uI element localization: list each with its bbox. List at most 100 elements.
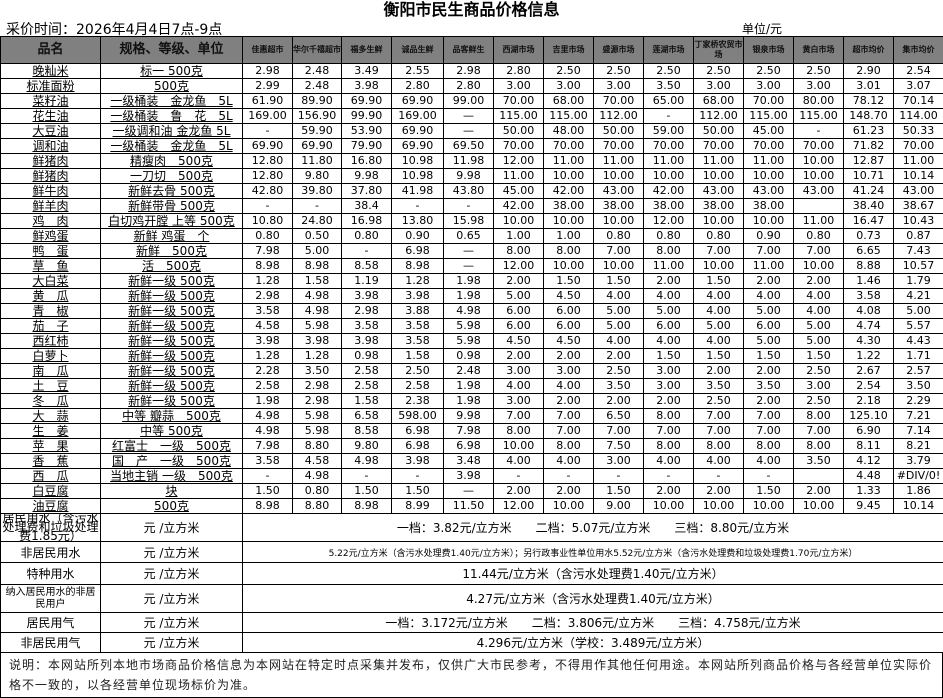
price-cell: 3.00	[494, 394, 544, 409]
price-cell: 8.00	[644, 439, 694, 454]
price-cell: 10.98	[392, 169, 444, 184]
price-cell: 10.00	[794, 259, 844, 274]
header-market: 诚品生鲜	[392, 37, 444, 64]
price-cell: 38.00	[744, 199, 794, 214]
price-cell: 115.00	[794, 109, 844, 124]
product-spec: 新鲜 500克	[101, 244, 243, 259]
price-cell: 1.71	[894, 349, 943, 364]
price-cell: 2.48	[444, 364, 494, 379]
price-cell: 4.00	[694, 454, 744, 469]
price-cell: 4.30	[844, 334, 894, 349]
header-market: 西湖市场	[494, 37, 544, 64]
product-name: 鸭 蛋	[1, 244, 101, 259]
table-row: 西 瓜当地主销 一级 500克-4.98--3.98------4.48#DIV…	[1, 469, 943, 484]
price-cell: 38.00	[694, 199, 744, 214]
utility-price: 4.27元/立方米（含污水处理费1.40元/立方米）	[243, 585, 943, 613]
product-spec: 一级桶装 金龙鱼 5L	[101, 94, 243, 109]
price-cell: 156.90	[293, 109, 342, 124]
collect-time: 采价时间：2026年4月4日7点-9点	[6, 19, 222, 39]
price-cell: 1.98	[444, 274, 494, 289]
product-spec: 新鲜一级 500克	[101, 394, 243, 409]
price-cell: 0.80	[694, 229, 744, 244]
price-cell: 2.50	[644, 64, 694, 79]
price-cell: 7.00	[544, 409, 594, 424]
price-cell: 3.98	[342, 79, 392, 94]
price-cell: -	[243, 199, 293, 214]
price-cell: 112.00	[694, 109, 744, 124]
price-cell: 70.00	[894, 139, 943, 154]
utility-name: 居民用气	[1, 613, 101, 633]
price-cell: 1.33	[844, 484, 894, 499]
price-cell: 10.00	[544, 259, 594, 274]
page-title: 衡阳市民生商品价格信息	[0, 0, 943, 18]
price-cell: 2.98	[293, 394, 342, 409]
price-cell: 71.82	[844, 139, 894, 154]
price-cell: 5.00	[694, 319, 744, 334]
price-cell: 3.01	[844, 79, 894, 94]
price-cell: 69.90	[243, 139, 293, 154]
price-cell: 8.00	[644, 244, 694, 259]
header-market: 银泉市场	[744, 37, 794, 64]
utility-unit: 元 /立方米	[101, 542, 243, 563]
price-cell: 0.98	[444, 349, 494, 364]
price-cell: 1.50	[744, 484, 794, 499]
price-cell: 1.28	[243, 274, 293, 289]
price-cell: 2.48	[293, 64, 342, 79]
price-cell: 6.00	[544, 304, 594, 319]
price-cell: 8.00	[694, 439, 744, 454]
product-name: 香 蕉	[1, 454, 101, 469]
price-cell: 39.80	[293, 184, 342, 199]
price-cell: 4.58	[293, 454, 342, 469]
product-spec: 一刀切 500克	[101, 169, 243, 184]
price-cell: 2.54	[894, 64, 943, 79]
price-cell: 5.00	[644, 304, 694, 319]
price-cell: 8.98	[293, 259, 342, 274]
product-spec: 新鲜一级 500克	[101, 364, 243, 379]
product-name: 黄 瓜	[1, 289, 101, 304]
price-cell: 7.00	[794, 244, 844, 259]
price-cell: 6.58	[342, 409, 392, 424]
product-name: 标准面粉	[1, 79, 101, 94]
price-cell: 8.58	[342, 259, 392, 274]
price-cell: 7.00	[794, 424, 844, 439]
header-market: 集市均价	[894, 37, 943, 64]
price-cell: 5.00	[794, 319, 844, 334]
price-cell: 1.86	[894, 484, 943, 499]
price-cell: 4.00	[644, 454, 694, 469]
price-cell: 12.80	[243, 154, 293, 169]
price-cell: -	[392, 199, 444, 214]
product-spec: 中等 瓣蒜 500克	[101, 409, 243, 424]
product-name: 鲜猪肉	[1, 169, 101, 184]
product-name: 鸡 肉	[1, 214, 101, 229]
price-cell: -	[694, 469, 744, 484]
price-cell: 3.50	[694, 379, 744, 394]
price-cell: 0.90	[392, 229, 444, 244]
price-cell: 6.00	[544, 319, 594, 334]
price-cell: 12.80	[243, 169, 293, 184]
price-cell: 3.00	[694, 79, 744, 94]
price-cell: 2.98	[293, 379, 342, 394]
price-cell: 89.90	[293, 94, 342, 109]
product-spec: 块	[101, 484, 243, 499]
price-cell: 5.98	[444, 319, 494, 334]
price-cell: 10.14	[894, 169, 943, 184]
header-market: 黄白市场	[794, 37, 844, 64]
price-cell: 4.98	[243, 409, 293, 424]
price-cell: 10.00	[594, 214, 644, 229]
price-cell: 8.00	[544, 244, 594, 259]
price-cell: 11.00	[694, 154, 744, 169]
price-cell: 70.00	[644, 139, 694, 154]
utility-price: 4.296元/立方米（学校：3.489元/立方米）	[243, 633, 943, 653]
price-cell: 4.08	[844, 304, 894, 319]
price-cell: 2.00	[494, 274, 544, 289]
utility-unit: 元 /立方米	[101, 613, 243, 633]
header-row: 品名规格、等级、单位佳惠超市华尔千禧超市福多生鲜诚品生鲜品客鲜生西湖市场吉里市场…	[1, 37, 943, 64]
price-cell: 50.00	[594, 124, 644, 139]
